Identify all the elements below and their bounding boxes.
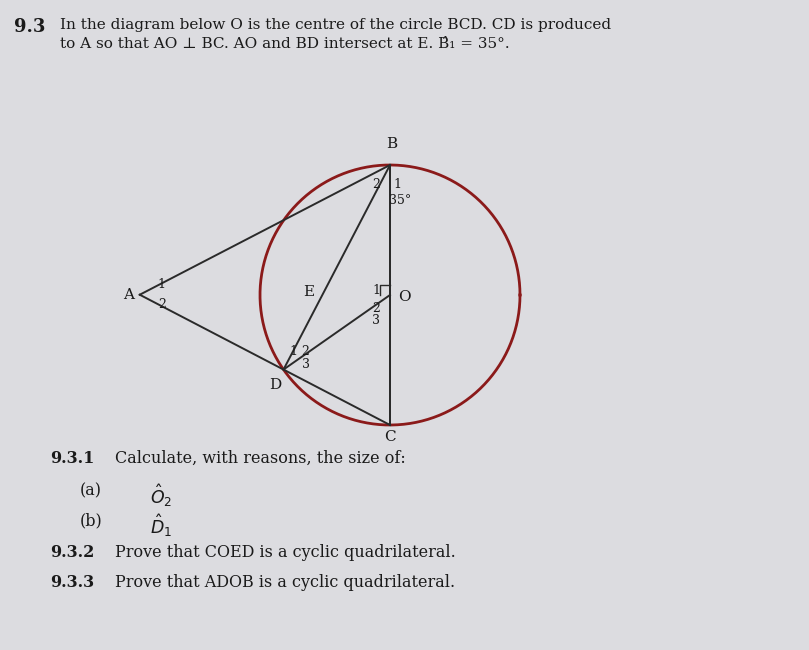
Text: In the diagram below O is the centre of the circle BCD. CD is produced
to A so t: In the diagram below O is the centre of …: [60, 18, 611, 51]
Text: 1: 1: [290, 345, 298, 358]
Text: 2: 2: [302, 345, 310, 358]
Text: 1: 1: [393, 179, 401, 192]
Text: $\hat{O}_2$: $\hat{O}_2$: [150, 482, 172, 509]
Text: C: C: [384, 430, 396, 444]
Text: (b): (b): [80, 512, 103, 529]
Text: 2: 2: [372, 302, 380, 315]
Text: (a): (a): [80, 482, 102, 499]
Text: 3: 3: [372, 315, 380, 328]
Text: Prove that COED is a cyclic quadrilateral.: Prove that COED is a cyclic quadrilatera…: [115, 544, 455, 561]
Text: 9.3.3: 9.3.3: [50, 574, 94, 591]
Text: 3: 3: [302, 358, 310, 371]
Text: 35°: 35°: [389, 194, 411, 207]
Text: 2: 2: [372, 179, 380, 192]
Text: E: E: [303, 285, 315, 299]
Text: 9.3: 9.3: [14, 18, 45, 36]
Text: D: D: [269, 378, 282, 391]
Text: B: B: [387, 137, 397, 151]
Text: Calculate, with reasons, the size of:: Calculate, with reasons, the size of:: [115, 450, 406, 467]
Text: A: A: [123, 288, 133, 302]
Text: $\hat{D}_1$: $\hat{D}_1$: [150, 512, 172, 539]
Text: O: O: [398, 290, 411, 304]
Text: Prove that ADOB is a cyclic quadrilateral.: Prove that ADOB is a cyclic quadrilatera…: [115, 574, 455, 591]
Text: 9.3.1: 9.3.1: [50, 450, 95, 467]
Text: 2: 2: [158, 298, 166, 311]
Text: 1: 1: [158, 278, 166, 291]
Text: 1: 1: [372, 283, 380, 296]
Text: 9.3.2: 9.3.2: [50, 544, 95, 561]
